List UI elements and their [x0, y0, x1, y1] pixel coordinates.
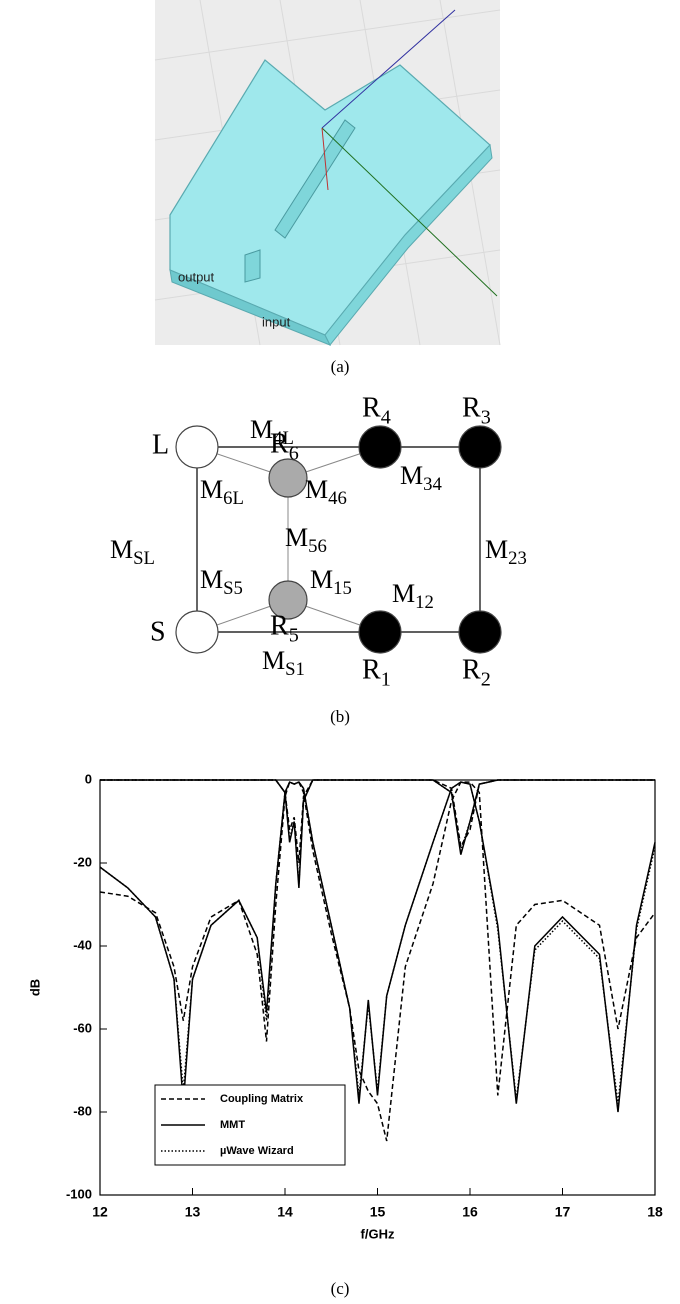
coupling-label-sub: S1	[285, 659, 305, 680]
node-label: L	[152, 429, 169, 460]
chart: -100 -80 -60 -40 -20 0 12 13 14 15 16 17 18 f/GHz dB (c…	[27, 771, 663, 1297]
node-label: R3	[462, 392, 491, 428]
port-label: output	[178, 269, 215, 284]
coupling-label-sub: 56	[308, 536, 327, 557]
coupling-label: M6L	[200, 475, 244, 509]
node-label-sub: 2	[481, 668, 491, 690]
caption: (a)	[331, 357, 350, 376]
curve	[100, 782, 655, 1104]
legend-label: MMT	[220, 1119, 245, 1131]
x-tick-label: 17	[555, 1204, 571, 1220]
y-tick-label: -60	[73, 1020, 92, 1035]
node-label: R2	[462, 654, 491, 690]
resonator	[176, 611, 218, 653]
y-tick-label: -80	[73, 1103, 92, 1118]
coupling-label-sub: 12	[415, 592, 434, 613]
y-tick-label: -20	[73, 854, 92, 869]
node-label-sub: 3	[481, 406, 491, 428]
coupling-label-sub: 15	[333, 578, 352, 599]
caption: (c)	[331, 1279, 350, 1298]
node-label: S	[150, 616, 166, 647]
x-tick-label: 18	[647, 1204, 663, 1220]
node-label-sub: 1	[381, 668, 391, 690]
legend-label: µWave Wizard	[220, 1145, 294, 1157]
figure: output input (a) LR4R3R6R5SR1R2M4LM34M6L…	[0, 0, 680, 1304]
curve	[100, 780, 655, 863]
legend-label: Coupling Matrix	[220, 1093, 304, 1105]
coupling-label: MS1	[262, 646, 305, 680]
y-tick-label: -100	[66, 1186, 92, 1201]
x-tick-label: 12	[92, 1204, 108, 1220]
render-3d: output input	[155, 0, 500, 345]
coupling-label-sub: S5	[223, 578, 243, 599]
resonator	[359, 426, 401, 468]
x-axis-label: f/GHz	[361, 1226, 395, 1241]
node-label: R1	[362, 654, 391, 690]
y-tick-label: 0	[85, 771, 92, 786]
coupling-label: MSL	[110, 535, 155, 569]
y-axis-label: dB	[27, 979, 42, 996]
coupling-label: M34	[400, 461, 442, 495]
coupling-label: M23	[485, 535, 527, 569]
resonator	[176, 426, 218, 468]
coupling-label: M15	[310, 565, 352, 599]
node-label-sub: 5	[289, 624, 299, 646]
coupling-label: M12	[392, 579, 434, 613]
coupling-label-sub: SL	[133, 548, 155, 569]
node-label-sub: 4	[381, 406, 391, 428]
port-label: input	[262, 314, 291, 329]
coupling-label-sub: 6L	[223, 488, 244, 509]
resonator	[269, 459, 307, 497]
x-tick-label: 14	[277, 1204, 293, 1220]
coupling-label-sub: 4L	[273, 428, 294, 449]
curve	[100, 780, 655, 884]
coupling-label: M46	[305, 475, 347, 509]
node-label: R4	[362, 392, 391, 428]
x-tick-label: 16	[462, 1204, 478, 1220]
resonator	[459, 426, 501, 468]
x-tick-label: 13	[185, 1204, 201, 1220]
coupling-label: MS5	[200, 565, 243, 599]
y-tick-label: -40	[73, 937, 92, 952]
resonator	[459, 611, 501, 653]
coupling-label-sub: 34	[423, 474, 442, 495]
curve	[100, 780, 655, 888]
coupling-label-sub: 46	[328, 488, 347, 509]
caption: (b)	[330, 707, 350, 726]
coupling-label: M56	[285, 523, 327, 557]
curve	[100, 782, 655, 1112]
resonator	[359, 611, 401, 653]
x-tick-label: 15	[370, 1204, 386, 1220]
coupling-label-sub: 23	[508, 548, 527, 569]
